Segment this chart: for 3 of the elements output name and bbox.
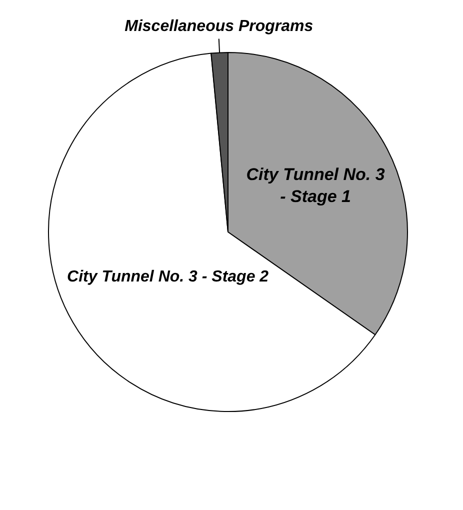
slice-label: Miscellaneous Programs — [124, 18, 314, 36]
slice-label: City Tunnel No. 3 - Stage 1 — [246, 165, 386, 206]
slice-label: City Tunnel No. 3 - Stage 2 — [67, 268, 269, 286]
